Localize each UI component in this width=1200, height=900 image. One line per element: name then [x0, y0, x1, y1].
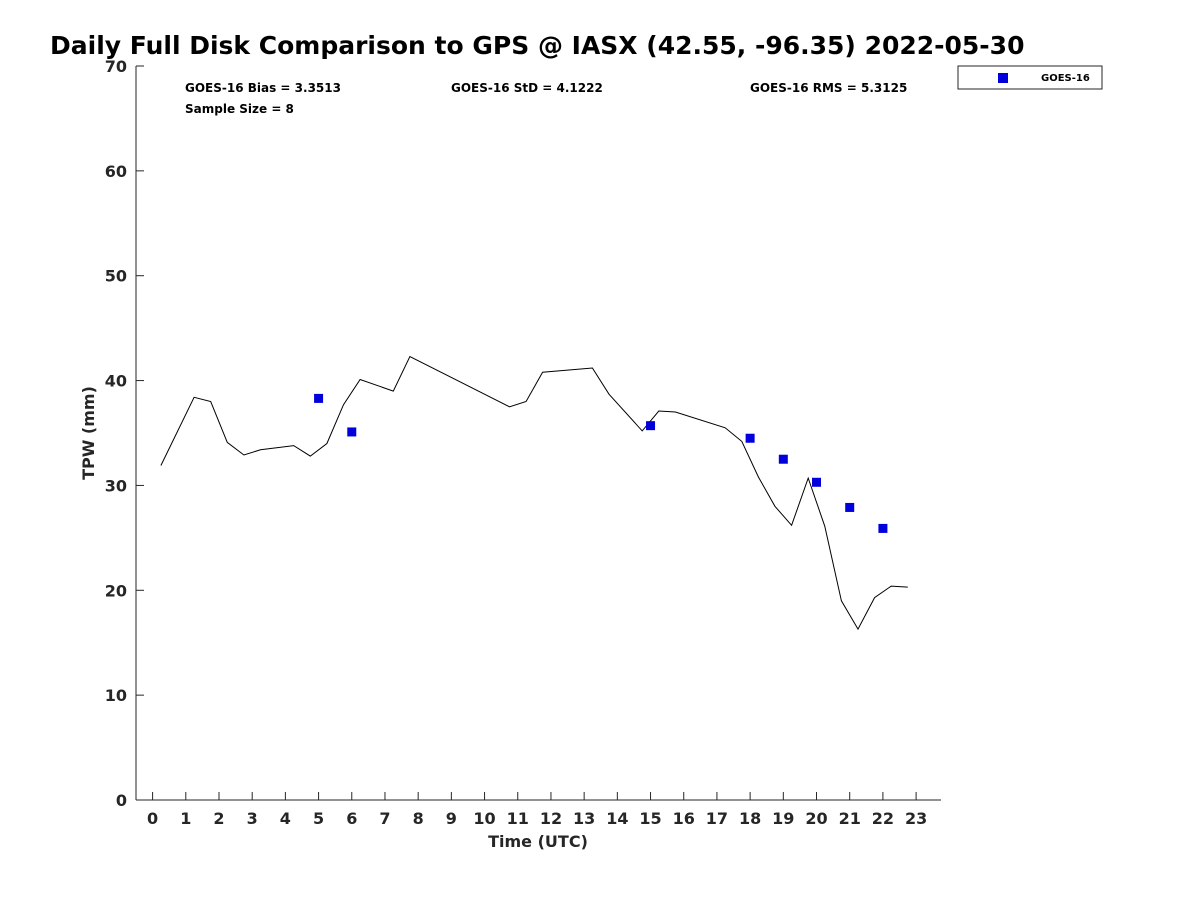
x-tick-label: 8 [413, 809, 424, 828]
y-axis-ticks: 0 10 20 30 40 50 60 70 [105, 57, 144, 810]
x-tick-label: 6 [346, 809, 357, 828]
x-tick-label: 20 [805, 809, 827, 828]
x-tick-label: 12 [540, 809, 562, 828]
goes-16-point [347, 427, 357, 437]
goes-16-point [878, 523, 888, 533]
x-tick-label: 15 [639, 809, 661, 828]
x-tick-label: 22 [872, 809, 894, 828]
x-tick-label: 21 [839, 809, 861, 828]
x-tick-label: 3 [247, 809, 258, 828]
y-tick-label: 40 [105, 372, 127, 391]
x-tick-label: 19 [772, 809, 794, 828]
y-tick-label: 60 [105, 162, 127, 181]
y-tick-label: 10 [105, 686, 127, 705]
bias-stat: GOES-16 Bias = 3.3513 [185, 81, 341, 95]
goes-16-point [314, 393, 324, 403]
rms-stat: GOES-16 RMS = 5.3125 [750, 81, 907, 95]
legend-box [957, 65, 1103, 90]
axes [135, 66, 941, 801]
goes-16-point [812, 477, 822, 487]
x-tick-label: 4 [280, 809, 291, 828]
goes-16-series [314, 393, 888, 533]
x-tick-label: 13 [573, 809, 595, 828]
y-axis-label: TPW (mm) [79, 386, 98, 480]
goes-16-point [745, 433, 755, 443]
x-tick-label: 23 [905, 809, 927, 828]
x-tick-label: 14 [606, 809, 628, 828]
y-tick-label: 30 [105, 476, 127, 495]
x-tick-label: 9 [446, 809, 457, 828]
x-tick-label: 5 [313, 809, 324, 828]
x-tick-label: 11 [507, 809, 529, 828]
x-tick-label: 1 [180, 809, 191, 828]
x-axis-ticks: 0 1 2 3 4 5 6 7 8 9 10 11 12 13 14 15 16 17 18 19 20 21 22 23 [147, 792, 927, 828]
x-tick-label: 7 [379, 809, 390, 828]
goes-16-point [778, 454, 788, 464]
sample-size-stat: Sample Size = 8 [185, 102, 294, 116]
y-tick-label: 20 [105, 581, 127, 600]
x-tick-label: 17 [706, 809, 728, 828]
x-tick-label: 10 [473, 809, 495, 828]
y-tick-label: 50 [105, 267, 127, 286]
x-axis-label: Time (UTC) [488, 832, 588, 851]
y-tick-label: 0 [116, 791, 127, 810]
x-tick-label: 16 [673, 809, 695, 828]
chart-title: Daily Full Disk Comparison to GPS @ IASX… [50, 31, 1024, 60]
legend: GOES-16 [957, 65, 1103, 90]
goes-16-point [845, 502, 855, 512]
x-tick-label: 0 [147, 809, 158, 828]
goes-16-point [646, 421, 656, 431]
x-tick-label: 2 [213, 809, 224, 828]
legend-marker-goes-16 [998, 73, 1008, 83]
std-stat: GOES-16 StD = 4.1222 [451, 81, 603, 95]
gps-line [160, 355, 908, 631]
legend-label-goes-16: GOES-16 [1041, 73, 1090, 84]
gps-series [160, 355, 908, 631]
x-tick-label: 18 [739, 809, 761, 828]
y-tick-label: 70 [105, 57, 127, 76]
